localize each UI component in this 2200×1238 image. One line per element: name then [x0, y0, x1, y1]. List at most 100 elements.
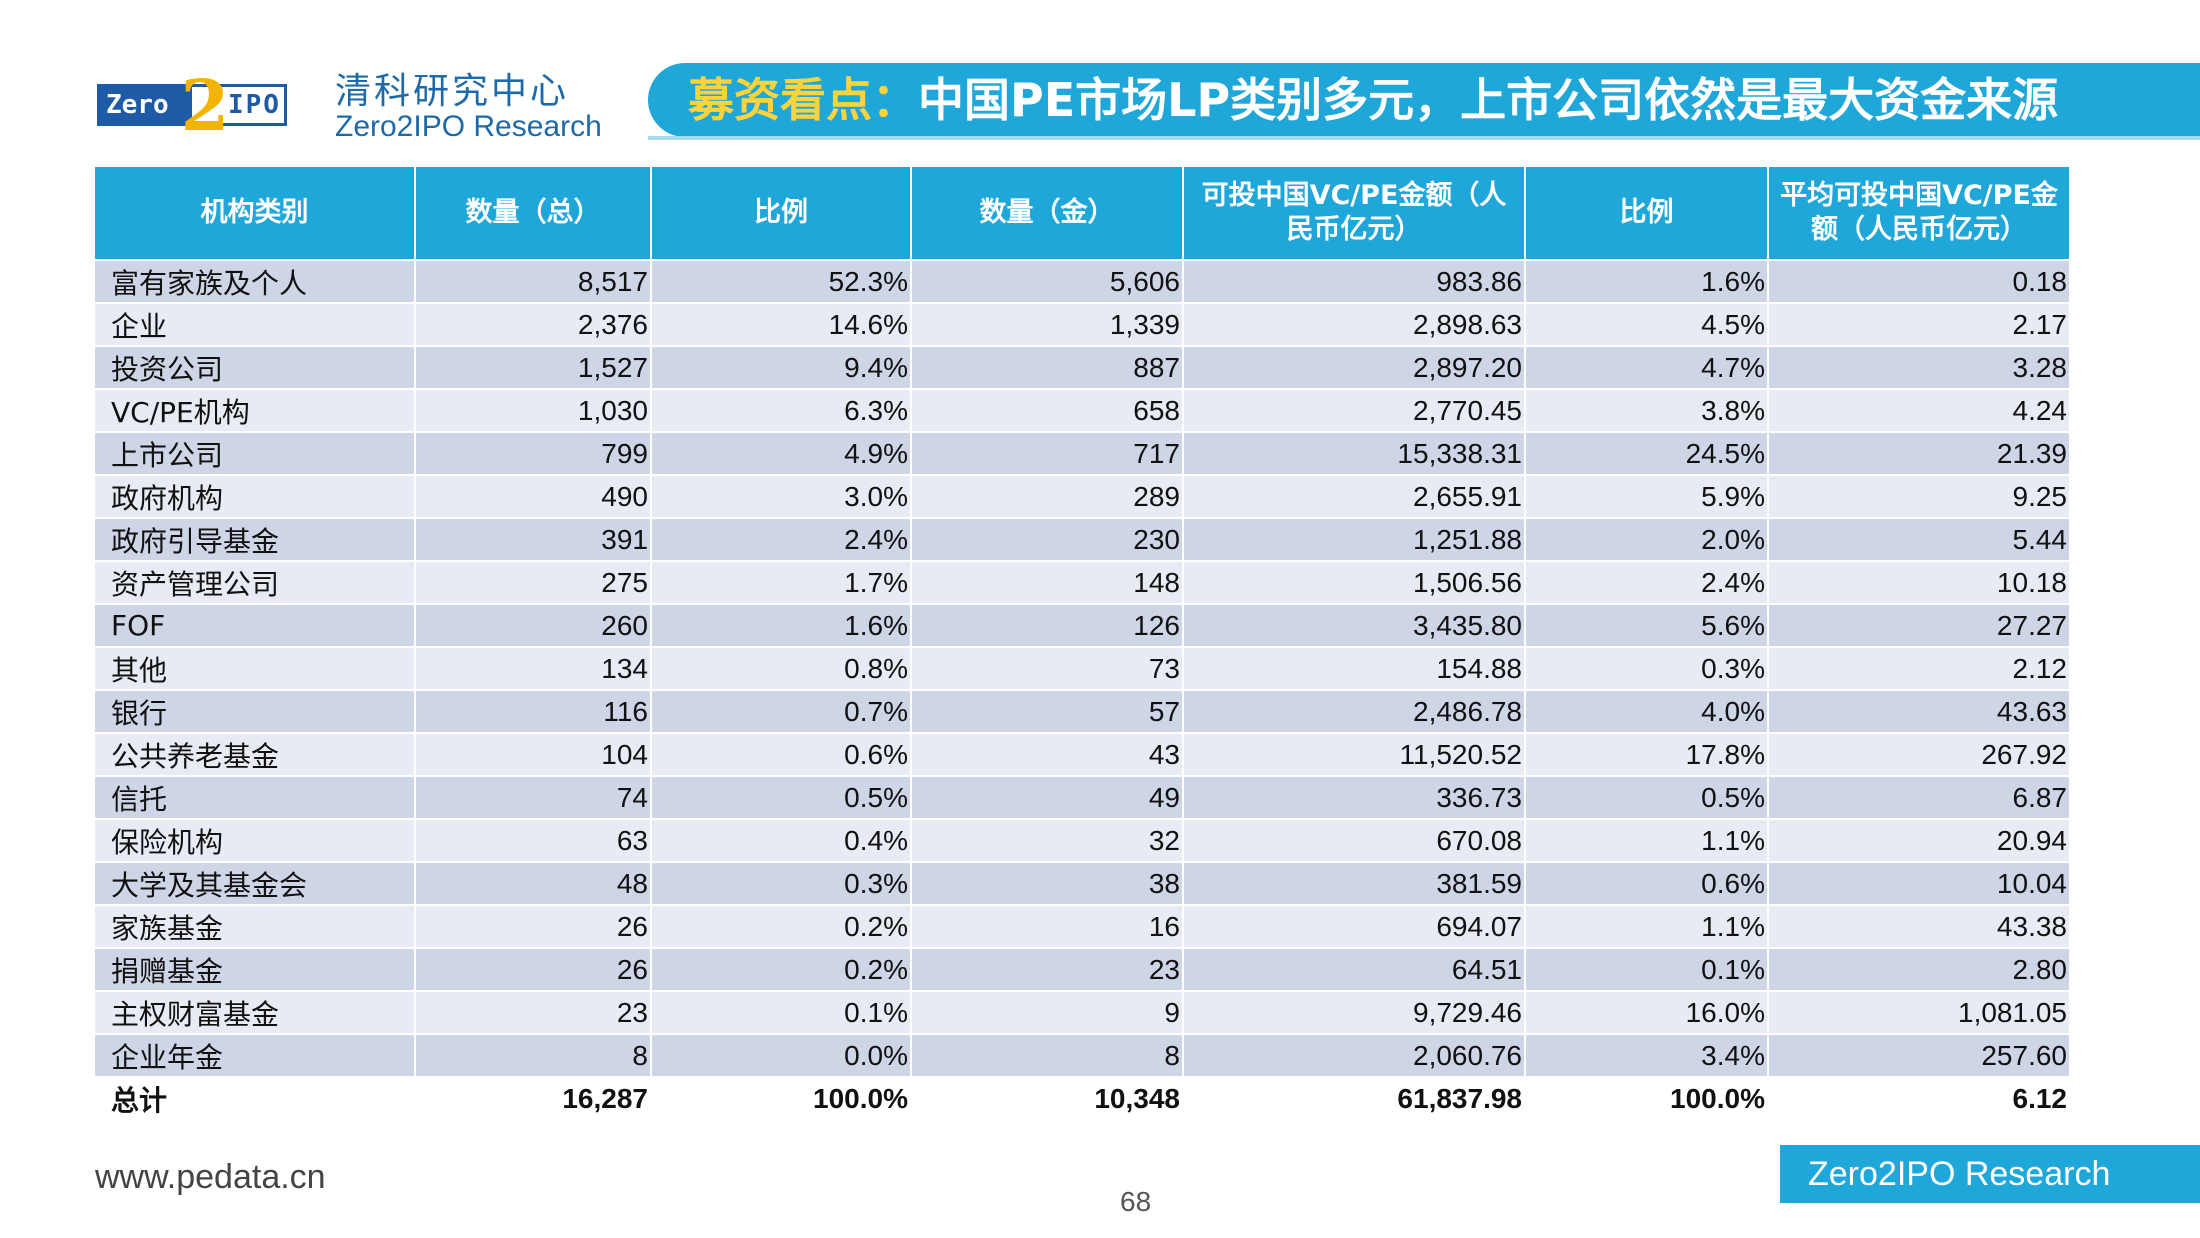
value-cell: 391: [415, 517, 652, 561]
table-row: 捐赠基金 26 0.2% 23 64.51 0.1% 2.80: [95, 947, 2071, 991]
table-row: 政府引导基金 391 2.4% 230 1,251.88 2.0% 5.44: [95, 517, 2071, 561]
value-cell: 887: [911, 345, 1184, 389]
website-url[interactable]: www.pedata.cn: [95, 1158, 326, 1196]
value-cell: 26: [415, 947, 652, 991]
value-cell: 0.3%: [1525, 646, 1769, 690]
value-cell: 9,729.46: [1183, 990, 1526, 1034]
value-cell: 658: [911, 388, 1184, 432]
value-cell: 14.6%: [651, 302, 912, 346]
value-cell: 2.4%: [1525, 560, 1769, 604]
zero2ipo-logo: Zero 2 IPO: [97, 71, 287, 141]
category-cell: 银行: [95, 689, 416, 733]
value-cell: 381.59: [1183, 861, 1526, 905]
value-cell: 0.5%: [651, 775, 912, 819]
category-cell: 投资公司: [95, 345, 416, 389]
value-cell: 1,030: [415, 388, 652, 432]
table-row: 其他 134 0.8% 73 154.88 0.3% 2.12: [95, 646, 2071, 690]
value-cell: 799: [415, 431, 652, 475]
value-cell: 0.1%: [651, 990, 912, 1034]
value-cell: 4.24: [1768, 388, 2071, 432]
value-cell: 289: [911, 474, 1184, 518]
category-cell: 保险机构: [95, 818, 416, 862]
table-row: 保险机构 63 0.4% 32 670.08 1.1% 20.94: [95, 818, 2071, 862]
table-row: FOF 260 1.6% 126 3,435.80 5.6% 27.27: [95, 603, 2071, 647]
value-cell: 4.5%: [1525, 302, 1769, 346]
value-cell: 116: [415, 689, 652, 733]
value-cell: 100.0%: [651, 1076, 912, 1119]
category-cell: 大学及其基金会: [95, 861, 416, 905]
value-cell: 43.63: [1768, 689, 2071, 733]
value-cell: 10.18: [1768, 560, 2071, 604]
value-cell: 15,338.31: [1183, 431, 1526, 475]
value-cell: 3.28: [1768, 345, 2071, 389]
value-cell: 57: [911, 689, 1184, 733]
value-cell: 0.2%: [651, 947, 912, 991]
value-cell: 670.08: [1183, 818, 1526, 862]
value-cell: 983.86: [1183, 259, 1526, 303]
value-cell: 336.73: [1183, 775, 1526, 819]
value-cell: 74: [415, 775, 652, 819]
value-cell: 275: [415, 560, 652, 604]
value-cell: 0.4%: [651, 818, 912, 862]
column-header: 数量（总）: [415, 167, 652, 260]
value-cell: 0.6%: [1525, 861, 1769, 905]
title-main: 中国PE市场LP类别多元，上市公司依然是最大资金来源: [918, 73, 2059, 127]
value-cell: 16.0%: [1525, 990, 1769, 1034]
value-cell: 48: [415, 861, 652, 905]
table-row: 资产管理公司 275 1.7% 148 1,506.56 2.4% 10.18: [95, 560, 2071, 604]
table-total-row: 总计 16,287 100.0% 10,348 61,837.98 100.0% 6.12: [95, 1076, 2071, 1119]
table-row: VC/PE机构 1,030 6.3% 658 2,770.45 3.8% 4.24: [95, 388, 2071, 432]
value-cell: 49: [911, 775, 1184, 819]
category-cell: 上市公司: [95, 431, 416, 475]
value-cell: 2,655.91: [1183, 474, 1526, 518]
value-cell: 694.07: [1183, 904, 1526, 948]
value-cell: 5.9%: [1525, 474, 1769, 518]
value-cell: 257.60: [1768, 1033, 2071, 1077]
value-cell: 2.12: [1768, 646, 2071, 690]
value-cell: 38: [911, 861, 1184, 905]
table-row: 企业 2,376 14.6% 1,339 2,898.63 4.5% 2.17: [95, 302, 2071, 346]
value-cell: 490: [415, 474, 652, 518]
value-cell: 4.7%: [1525, 345, 1769, 389]
value-cell: 2.17: [1768, 302, 2071, 346]
category-cell: 总计: [95, 1076, 416, 1119]
value-cell: 1.1%: [1525, 904, 1769, 948]
title-underline: [648, 136, 2200, 140]
table-row: 信托 74 0.5% 49 336.73 0.5% 6.87: [95, 775, 2071, 819]
value-cell: 21.39: [1768, 431, 2071, 475]
value-cell: 63: [415, 818, 652, 862]
table-row: 投资公司 1,527 9.4% 887 2,897.20 4.7% 3.28: [95, 345, 2071, 389]
value-cell: 1.6%: [1525, 259, 1769, 303]
value-cell: 20.94: [1768, 818, 2071, 862]
column-header: 可投中国VC/PE金额（人民币亿元）: [1183, 167, 1526, 260]
table-row: 银行 116 0.7% 57 2,486.78 4.0% 43.63: [95, 689, 2071, 733]
value-cell: 3.4%: [1525, 1033, 1769, 1077]
table-row: 上市公司 799 4.9% 717 15,338.31 24.5% 21.39: [95, 431, 2071, 475]
value-cell: 1,251.88: [1183, 517, 1526, 561]
category-cell: 企业: [95, 302, 416, 346]
value-cell: 0.7%: [651, 689, 912, 733]
value-cell: 16: [911, 904, 1184, 948]
value-cell: 24.5%: [1525, 431, 1769, 475]
value-cell: 0.8%: [651, 646, 912, 690]
value-cell: 10,348: [911, 1076, 1184, 1119]
column-header: 机构类别: [95, 167, 416, 260]
value-cell: 148: [911, 560, 1184, 604]
category-cell: 政府机构: [95, 474, 416, 518]
table-row: 家族基金 26 0.2% 16 694.07 1.1% 43.38: [95, 904, 2071, 948]
value-cell: 0.1%: [1525, 947, 1769, 991]
value-cell: 2.80: [1768, 947, 2071, 991]
category-cell: 其他: [95, 646, 416, 690]
value-cell: 5.44: [1768, 517, 2071, 561]
value-cell: 27.27: [1768, 603, 2071, 647]
category-cell: VC/PE机构: [95, 388, 416, 432]
category-cell: 公共养老基金: [95, 732, 416, 776]
value-cell: 6.12: [1768, 1076, 2071, 1119]
table-row: 富有家族及个人 8,517 52.3% 5,606 983.86 1.6% 0.18: [95, 259, 2071, 303]
category-cell: 资产管理公司: [95, 560, 416, 604]
value-cell: 2,770.45: [1183, 388, 1526, 432]
table-row: 公共养老基金 104 0.6% 43 11,520.52 17.8% 267.92: [95, 732, 2071, 776]
footer-brand-badge: Zero2IPO Research: [1780, 1145, 2200, 1203]
value-cell: 64.51: [1183, 947, 1526, 991]
category-cell: FOF: [95, 603, 416, 647]
